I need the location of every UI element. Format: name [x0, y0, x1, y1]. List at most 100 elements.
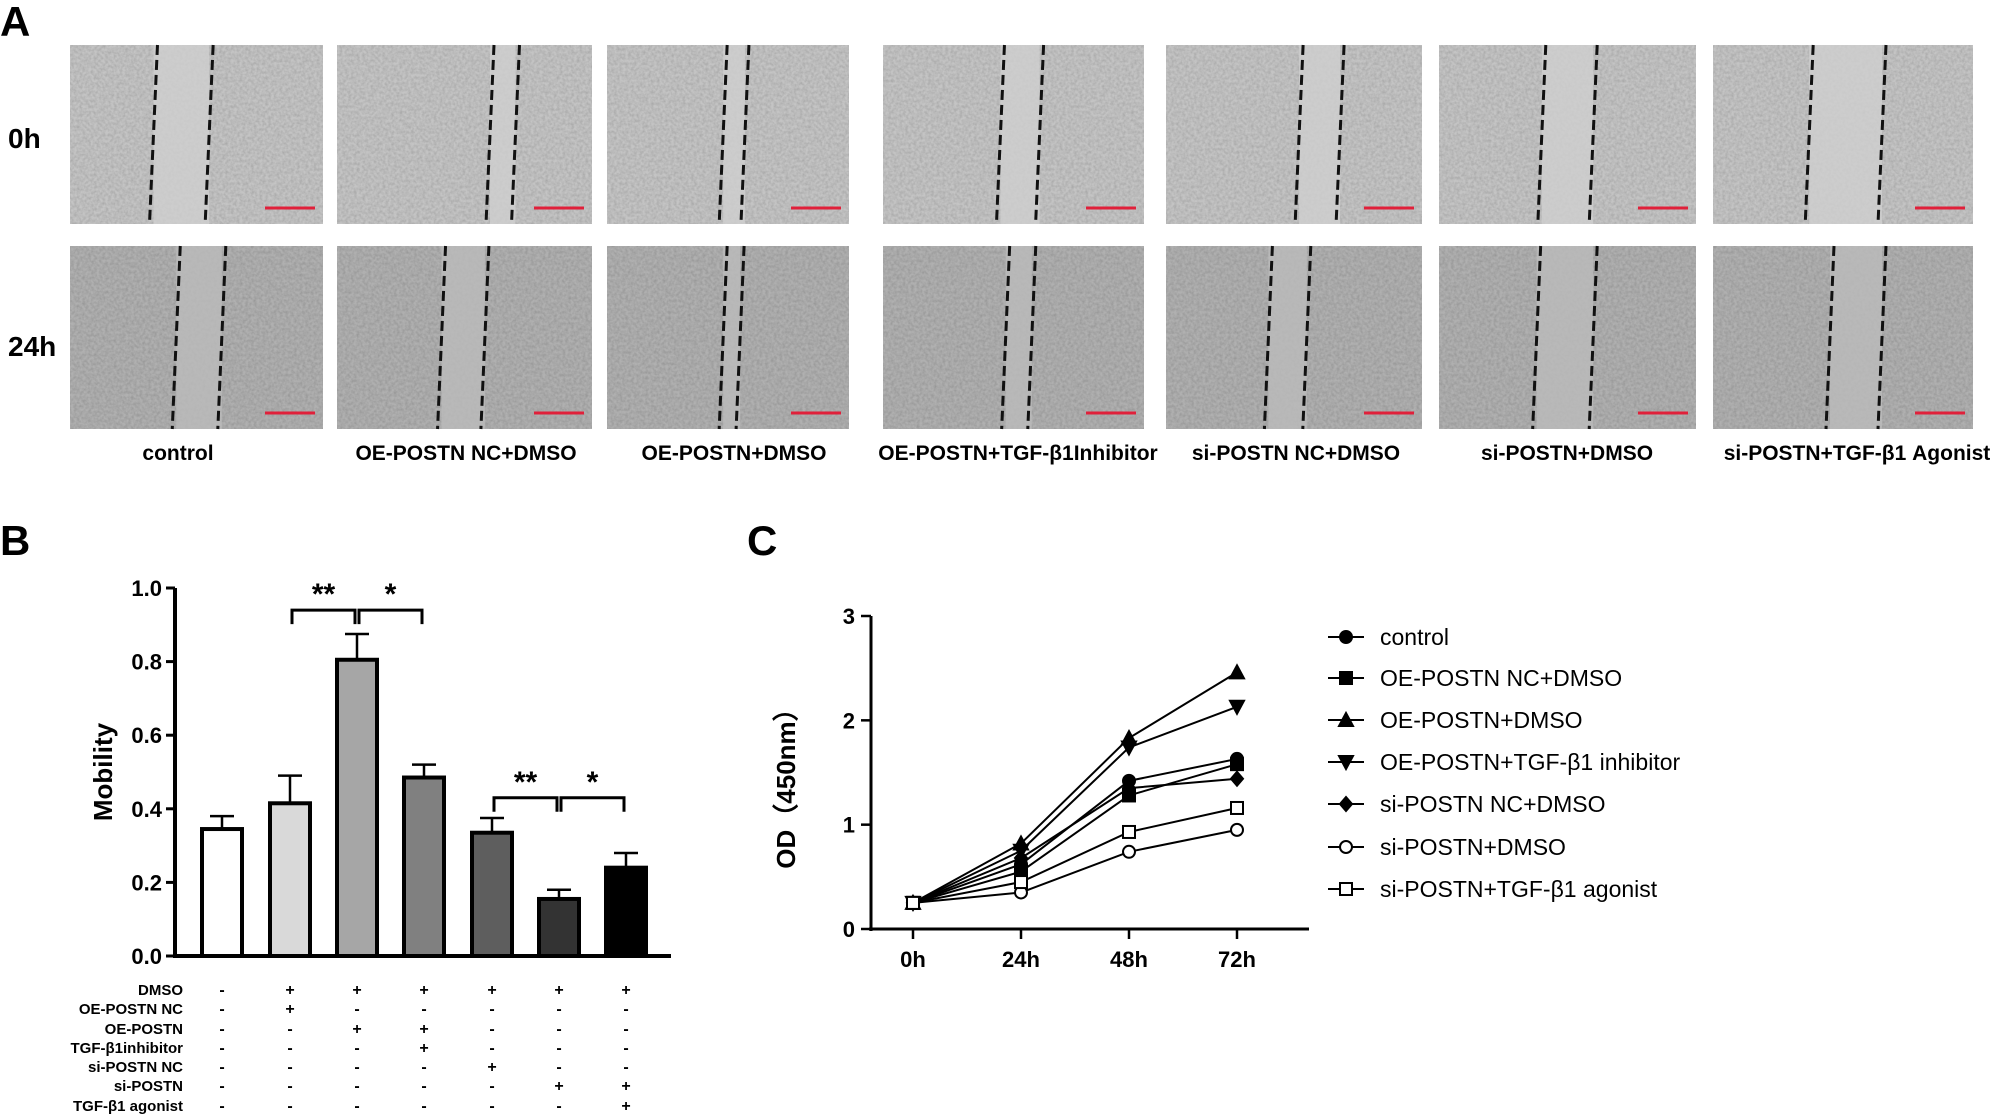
treatment-mark: - — [489, 1040, 494, 1057]
treatment-mark: - — [623, 1021, 628, 1038]
y-tick-label: 2 — [843, 708, 855, 733]
group-label: OE-POSTN+DMSO — [642, 442, 827, 465]
series-path — [912, 806, 1238, 904]
significance-label: ** — [514, 766, 538, 799]
treatment-mark: - — [219, 1098, 224, 1115]
treatment-mark: - — [556, 1021, 561, 1038]
treatment-label: TGF-β1inhibitor — [71, 1040, 184, 1057]
treatment-mark: - — [354, 1040, 359, 1057]
treatment-mark: + — [554, 1078, 563, 1095]
treatment-mark: + — [487, 1059, 496, 1076]
treatment-mark: - — [287, 1021, 292, 1038]
treatment-mark: + — [419, 982, 428, 999]
wound-edge-line — [1301, 245, 1313, 430]
treatment-mark: - — [489, 1098, 494, 1115]
series-path — [912, 671, 1238, 904]
wound-gap — [1541, 45, 1594, 224]
legend-label: si-POSTN NC+DMSO — [1380, 791, 1606, 817]
y-tick-label: 1.0 — [131, 576, 162, 601]
marker-square — [1230, 757, 1244, 772]
wound-edge-line — [1876, 245, 1888, 430]
treatment-mark: + — [621, 1078, 630, 1095]
treatment-mark: - — [556, 1098, 561, 1115]
significance-bracket — [559, 796, 626, 812]
marker-diamond — [1338, 795, 1354, 813]
wound-gap — [1000, 45, 1040, 224]
series-path — [912, 757, 1238, 904]
scratch-image — [883, 44, 1144, 225]
legend-item: si-POSTN+TGF-β1 agonist — [1328, 876, 1658, 902]
significance-bracket — [492, 796, 559, 812]
legend-label: OE-POSTN NC+DMSO — [1380, 665, 1622, 691]
scratch-image — [607, 44, 849, 225]
wound-edge-line — [436, 245, 448, 430]
marker-diamond — [1013, 849, 1029, 867]
y-tick-label: 0.6 — [131, 723, 162, 748]
marker-triangle-down — [1228, 699, 1246, 716]
marker-circle — [1339, 840, 1353, 854]
treatment-mark: - — [219, 982, 224, 999]
y-tick-label: 0 — [843, 917, 855, 942]
wound-gap — [1005, 246, 1032, 429]
marker-square — [906, 895, 920, 910]
panel-label-a: A — [0, 0, 30, 45]
treatment-mark: - — [623, 1001, 628, 1018]
wound-healing-images: control OE-POSTN NC+DMSO OE-POSTN+DMSO OE-P… — [70, 44, 1990, 465]
wound-edge-line — [170, 245, 182, 430]
wound-edge-line — [1262, 245, 1274, 430]
legend-label: control — [1380, 624, 1449, 650]
legend-label: si-POSTN+TGF-β1 agonist — [1380, 876, 1658, 902]
treatment-mark: - — [421, 1078, 426, 1095]
wound-edge-line — [1587, 245, 1599, 430]
wound-edge-line — [717, 245, 729, 430]
treatment-mark: - — [287, 1098, 292, 1115]
x-tick-label: 0h — [900, 947, 926, 972]
legend-item: OE-POSTN+TGF-β1 inhibitor — [1328, 749, 1680, 775]
marker-triangle-down — [1120, 740, 1138, 757]
treatment-mark: - — [421, 1098, 426, 1115]
marker-circle — [1339, 630, 1353, 644]
wound-gap — [441, 246, 485, 429]
marker-square — [1230, 800, 1244, 815]
treatment-label: OE-POSTN — [105, 1021, 183, 1038]
x-tick-label: 24h — [1002, 947, 1040, 972]
group-label: OE-POSTN NC+DMSO — [355, 442, 576, 465]
treatment-mark: + — [285, 1001, 294, 1018]
marker-diamond — [1121, 779, 1137, 797]
bar — [335, 657, 379, 958]
y-tick-label: 0.2 — [131, 870, 162, 895]
scratch-image — [1713, 44, 1973, 225]
wound-gap — [490, 45, 516, 224]
wound-edge-line — [1824, 245, 1836, 430]
marker-triangle-down — [1337, 755, 1355, 772]
scratch-image — [607, 245, 849, 430]
treatment-label: si-POSTN NC — [88, 1059, 183, 1076]
wound-gap — [1830, 246, 1882, 429]
marker-square — [1122, 824, 1136, 839]
treatment-mark: + — [419, 1021, 428, 1038]
treatment-mark: - — [287, 1059, 292, 1076]
treatment-mark: - — [287, 1040, 292, 1057]
marker-square — [1339, 882, 1353, 896]
row-label-24h: 24h — [8, 331, 56, 362]
treatment-mark: - — [489, 1078, 494, 1095]
wound-edge-line — [734, 245, 746, 430]
wound-gap — [176, 246, 222, 429]
wound-edge-line — [216, 245, 228, 430]
treatment-label: DMSO — [138, 982, 183, 999]
x-tick-label: 48h — [1110, 947, 1148, 972]
marker-circle — [1122, 844, 1136, 859]
treatment-mark: - — [421, 1001, 426, 1018]
bar — [268, 801, 312, 959]
treatment-mark: + — [621, 1098, 630, 1115]
wound-edge-line — [1000, 245, 1012, 430]
y-tick-label: 0.0 — [131, 944, 162, 969]
wound-edge-line — [1531, 245, 1543, 430]
legend-item: control — [1328, 624, 1449, 650]
treatment-mark: - — [219, 1001, 224, 1018]
treatment-mark: - — [219, 1059, 224, 1076]
legend-label: si-POSTN+DMSO — [1380, 834, 1566, 860]
panel-label-c: C — [747, 517, 777, 564]
wound-gap — [1536, 246, 1594, 429]
scratch-image — [337, 44, 592, 225]
